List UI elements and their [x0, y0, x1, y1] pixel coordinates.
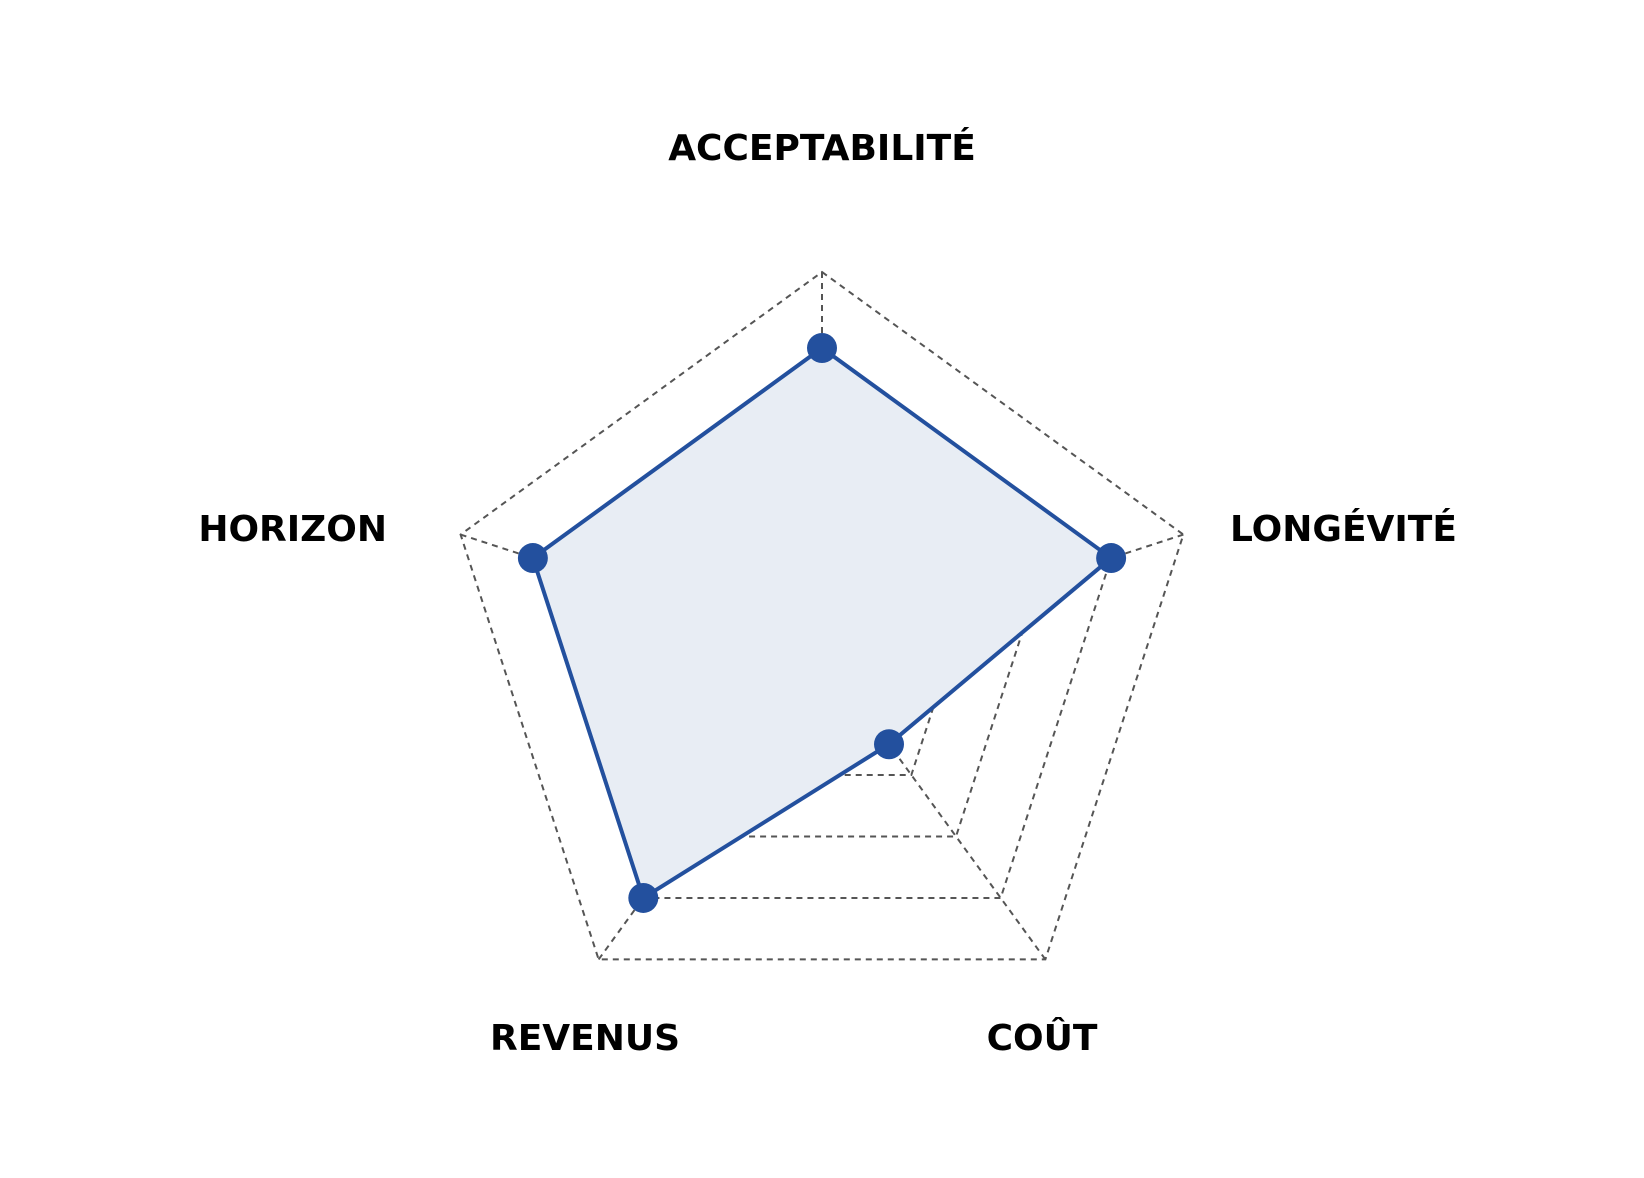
axis-spoke-2: [821, 651, 1047, 961]
axis-label-3: REVENUS: [490, 1018, 680, 1059]
data-point-2: [874, 729, 905, 760]
grid-ring-5: [459, 270, 1185, 961]
series-layer: [517, 333, 1127, 913]
axis-label-4: HORIZON: [198, 509, 387, 550]
axis-label-2: COÛT: [987, 1017, 1098, 1059]
data-point-4: [517, 543, 548, 574]
data-point-0: [807, 333, 837, 363]
axis-label-1: LONGÉVITÉ: [1230, 508, 1457, 550]
axis-label-0: ACCEPTABILITÉ: [668, 127, 976, 169]
data-point-3: [628, 882, 659, 913]
axis-labels: ACCEPTABILITÉ LONGÉVITÉ COÛT REVENUS HORIZON: [198, 127, 1457, 1059]
data-point-1: [1096, 543, 1127, 574]
series-area: [530, 345, 1115, 901]
